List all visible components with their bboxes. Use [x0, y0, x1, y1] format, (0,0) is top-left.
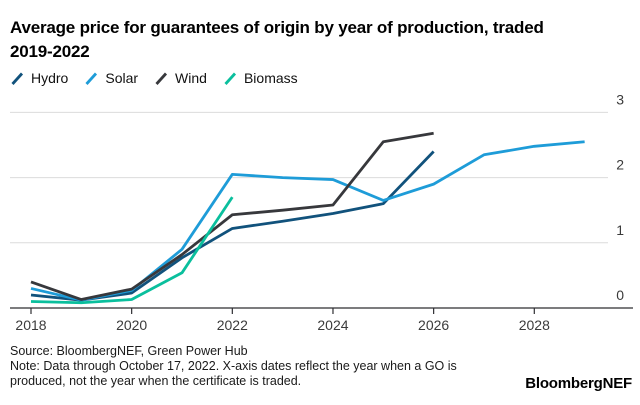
legend-item-hydro: Hydro — [10, 70, 68, 86]
legend-item-solar: Solar — [84, 70, 138, 86]
legend-mark-hydro-icon — [11, 72, 24, 85]
x-tick-label: 2020 — [116, 317, 147, 333]
legend-mark-wind-icon — [155, 72, 168, 85]
legend-item-wind: Wind — [154, 70, 207, 86]
chart-title-line2: 2019-2022 — [10, 42, 90, 61]
legend-label: Wind — [175, 70, 207, 86]
legend-label: Biomass — [243, 70, 298, 86]
series-line-wind — [30, 131, 434, 301]
series-line-solar — [30, 140, 585, 302]
legend-label: Solar — [105, 70, 139, 86]
legend: Hydro Solar Wind Biomass — [10, 70, 298, 86]
footer: Source: BloombergNEF, Green Power Hub No… — [10, 344, 530, 388]
y-tick-label: 1 — [616, 222, 624, 238]
chart-title: Average price for guarantees of origin b… — [10, 16, 632, 64]
legend-mark-biomass-icon — [224, 72, 236, 85]
legend-mark-solar-icon — [85, 72, 98, 85]
x-tick-label: 2018 — [15, 317, 46, 333]
y-tick-label: 0 — [616, 287, 624, 303]
legend-item-biomass: Biomass — [223, 70, 298, 86]
note-text: Note: Data through October 17, 2022. X-a… — [10, 358, 457, 388]
y-tick-label: 3 — [616, 91, 624, 107]
y-tick-label: 2 — [616, 157, 624, 173]
bloombergnef-logo: BloombergNEF — [525, 375, 632, 392]
x-tick-label: 2026 — [418, 317, 449, 333]
chart-title-line1: Average price for guarantees of origin b… — [10, 18, 544, 37]
legend-label: Hydro — [31, 70, 69, 86]
chart: 0 1 2 3 2018 2020 2022 2024 2026 2028 — [10, 91, 633, 333]
x-tick-label: 2022 — [217, 317, 248, 333]
series-line-biomass — [30, 196, 234, 305]
x-tick-label: 2024 — [317, 317, 348, 333]
source-text: Source: BloombergNEF, Green Power Hub — [10, 344, 248, 358]
x-tick-label: 2028 — [519, 317, 550, 333]
